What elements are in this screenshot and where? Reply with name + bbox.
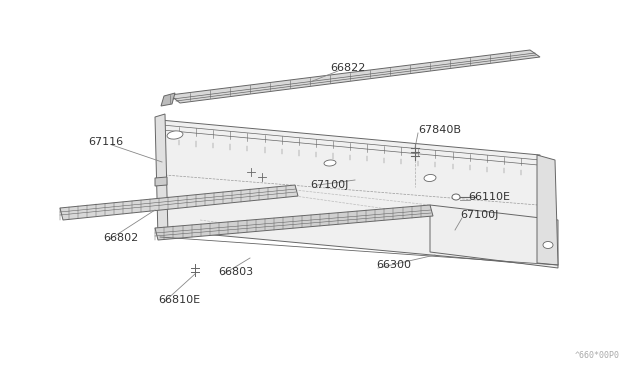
Ellipse shape <box>424 174 436 182</box>
Text: 66110E: 66110E <box>468 192 510 202</box>
Polygon shape <box>60 185 298 220</box>
Polygon shape <box>430 205 558 268</box>
Polygon shape <box>155 114 168 238</box>
Text: 67100J: 67100J <box>310 180 348 190</box>
Ellipse shape <box>452 194 460 200</box>
Ellipse shape <box>324 160 336 166</box>
Text: 66822: 66822 <box>330 63 365 73</box>
Ellipse shape <box>543 241 553 248</box>
Text: 67100J: 67100J <box>460 210 499 220</box>
Text: 66810E: 66810E <box>158 295 200 305</box>
Text: 66300: 66300 <box>376 260 411 270</box>
Text: 67116: 67116 <box>88 137 123 147</box>
Polygon shape <box>537 155 558 265</box>
Text: 66803: 66803 <box>218 267 253 277</box>
Text: 66802: 66802 <box>103 233 138 243</box>
Text: 67840B: 67840B <box>418 125 461 135</box>
Polygon shape <box>161 93 175 106</box>
Polygon shape <box>155 205 433 240</box>
Polygon shape <box>155 177 167 186</box>
Text: ^660*00P0: ^660*00P0 <box>575 351 620 360</box>
Polygon shape <box>170 50 540 103</box>
Polygon shape <box>160 120 540 265</box>
Ellipse shape <box>167 131 183 139</box>
